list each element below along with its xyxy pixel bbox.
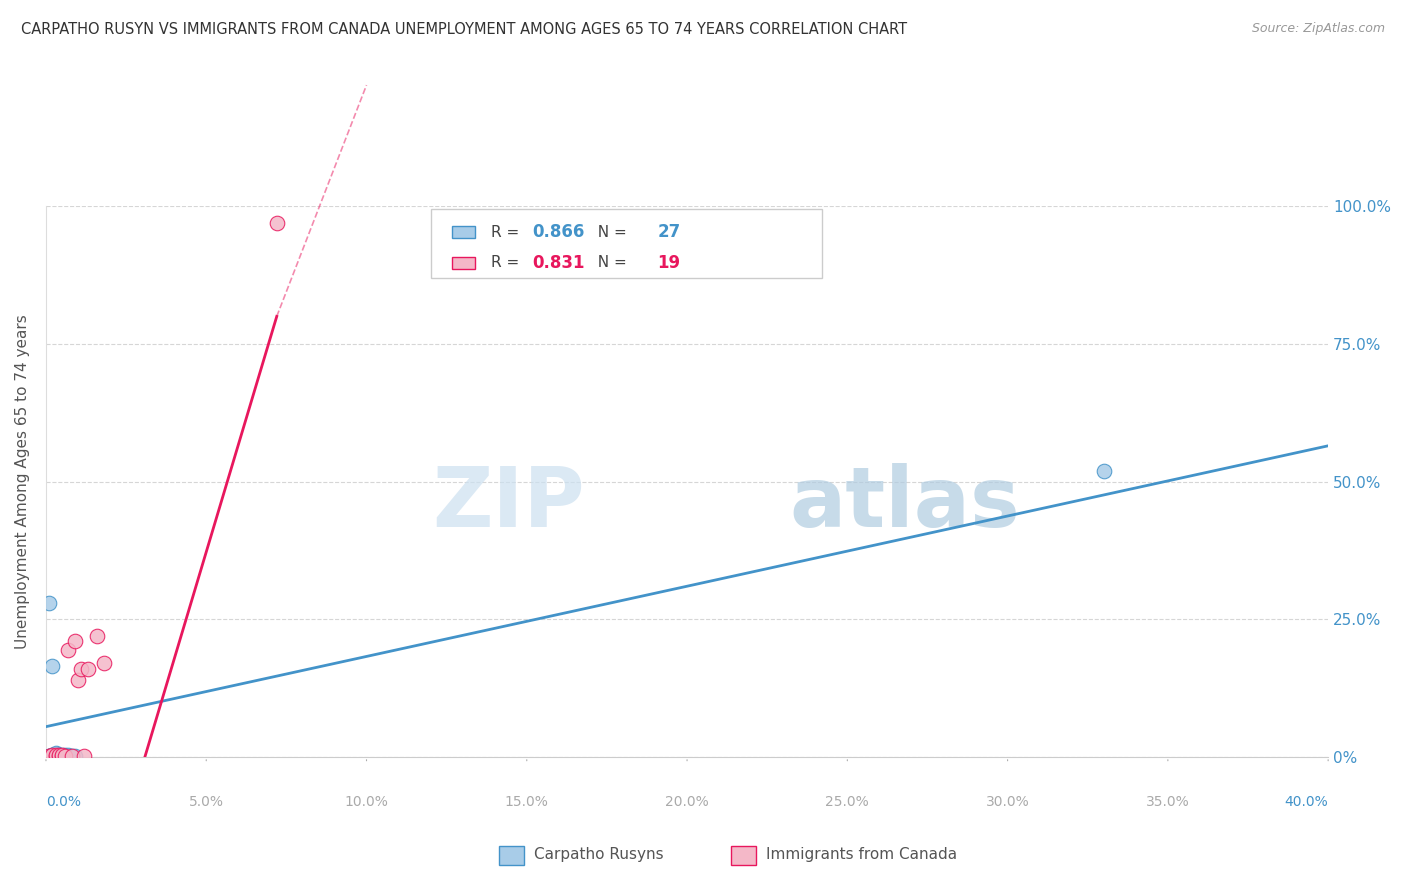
Point xyxy=(53,748,76,763)
Text: 0.0%: 0.0% xyxy=(46,796,82,809)
Point xyxy=(60,748,83,763)
Text: 0.866: 0.866 xyxy=(531,223,585,242)
Point xyxy=(38,748,60,763)
Point xyxy=(76,662,98,676)
Point xyxy=(38,748,60,763)
Point xyxy=(41,747,63,762)
Text: Carpatho Rusyns: Carpatho Rusyns xyxy=(534,847,664,862)
Point xyxy=(53,748,76,763)
Point xyxy=(48,748,70,763)
Point xyxy=(266,216,288,230)
Point xyxy=(41,748,63,763)
Point xyxy=(63,748,86,763)
Text: 40.0%: 40.0% xyxy=(1285,796,1329,809)
Point xyxy=(41,659,63,673)
Point xyxy=(70,662,93,676)
Point xyxy=(51,748,73,763)
Text: N =: N = xyxy=(588,225,631,240)
Text: CARPATHO RUSYN VS IMMIGRANTS FROM CANADA UNEMPLOYMENT AMONG AGES 65 TO 74 YEARS : CARPATHO RUSYN VS IMMIGRANTS FROM CANADA… xyxy=(21,22,907,37)
Point xyxy=(58,642,80,657)
Text: 25.0%: 25.0% xyxy=(825,796,869,809)
Text: 15.0%: 15.0% xyxy=(505,796,548,809)
Text: 10.0%: 10.0% xyxy=(344,796,388,809)
Point xyxy=(73,748,96,763)
Point xyxy=(51,748,73,763)
Point xyxy=(48,747,70,762)
Point xyxy=(38,748,60,763)
Point xyxy=(58,748,80,763)
FancyBboxPatch shape xyxy=(453,257,475,268)
Point xyxy=(51,748,73,763)
FancyBboxPatch shape xyxy=(430,209,821,277)
Point xyxy=(45,748,67,763)
Text: 30.0%: 30.0% xyxy=(986,796,1029,809)
Point xyxy=(48,748,70,763)
Text: 19: 19 xyxy=(658,253,681,272)
Point xyxy=(93,657,115,671)
Point xyxy=(45,748,67,763)
Point xyxy=(45,747,67,762)
Y-axis label: Unemployment Among Ages 65 to 74 years: Unemployment Among Ages 65 to 74 years xyxy=(15,314,30,649)
Text: 35.0%: 35.0% xyxy=(1146,796,1189,809)
Point xyxy=(45,746,67,760)
Point xyxy=(66,673,89,687)
Point xyxy=(1092,464,1115,478)
Text: N =: N = xyxy=(588,255,631,270)
Text: 0.831: 0.831 xyxy=(531,253,585,272)
Text: ZIP: ZIP xyxy=(432,463,585,544)
Point xyxy=(63,634,86,648)
Point xyxy=(53,748,76,763)
Text: Source: ZipAtlas.com: Source: ZipAtlas.com xyxy=(1251,22,1385,36)
Text: Immigrants from Canada: Immigrants from Canada xyxy=(766,847,957,862)
Point xyxy=(51,748,73,763)
Text: 20.0%: 20.0% xyxy=(665,796,709,809)
Point xyxy=(41,747,63,762)
Text: R =: R = xyxy=(491,255,524,270)
Point xyxy=(45,748,67,763)
Point xyxy=(45,748,67,763)
Point xyxy=(58,748,80,763)
Point xyxy=(38,596,60,610)
Text: 5.0%: 5.0% xyxy=(188,796,224,809)
Text: R =: R = xyxy=(491,225,524,240)
Point xyxy=(48,748,70,763)
FancyBboxPatch shape xyxy=(453,227,475,238)
Point xyxy=(51,748,73,763)
Point xyxy=(41,748,63,763)
Point xyxy=(86,629,108,643)
Text: 27: 27 xyxy=(658,223,681,242)
Point xyxy=(60,748,83,763)
Point xyxy=(45,748,67,763)
Point xyxy=(51,748,73,763)
Point xyxy=(48,748,70,763)
Point xyxy=(48,748,70,763)
Text: atlas: atlas xyxy=(790,463,1021,544)
